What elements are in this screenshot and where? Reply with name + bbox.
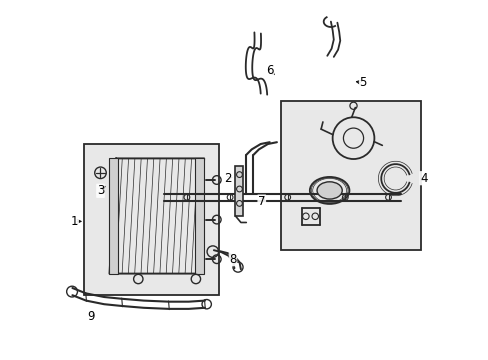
Text: 9: 9 — [87, 310, 94, 323]
Bar — [195, 158, 204, 274]
Text: 3: 3 — [97, 184, 104, 197]
Ellipse shape — [316, 182, 342, 199]
Bar — [280, 101, 420, 250]
Text: 2: 2 — [224, 172, 232, 185]
Text: 6: 6 — [265, 64, 273, 77]
Text: 1: 1 — [71, 215, 78, 228]
Text: 7: 7 — [258, 195, 265, 208]
Text: 8: 8 — [229, 253, 236, 266]
Text: 4: 4 — [419, 172, 427, 185]
Bar — [84, 144, 219, 295]
Text: 5: 5 — [359, 76, 366, 89]
Bar — [235, 166, 243, 216]
Bar — [109, 158, 118, 274]
